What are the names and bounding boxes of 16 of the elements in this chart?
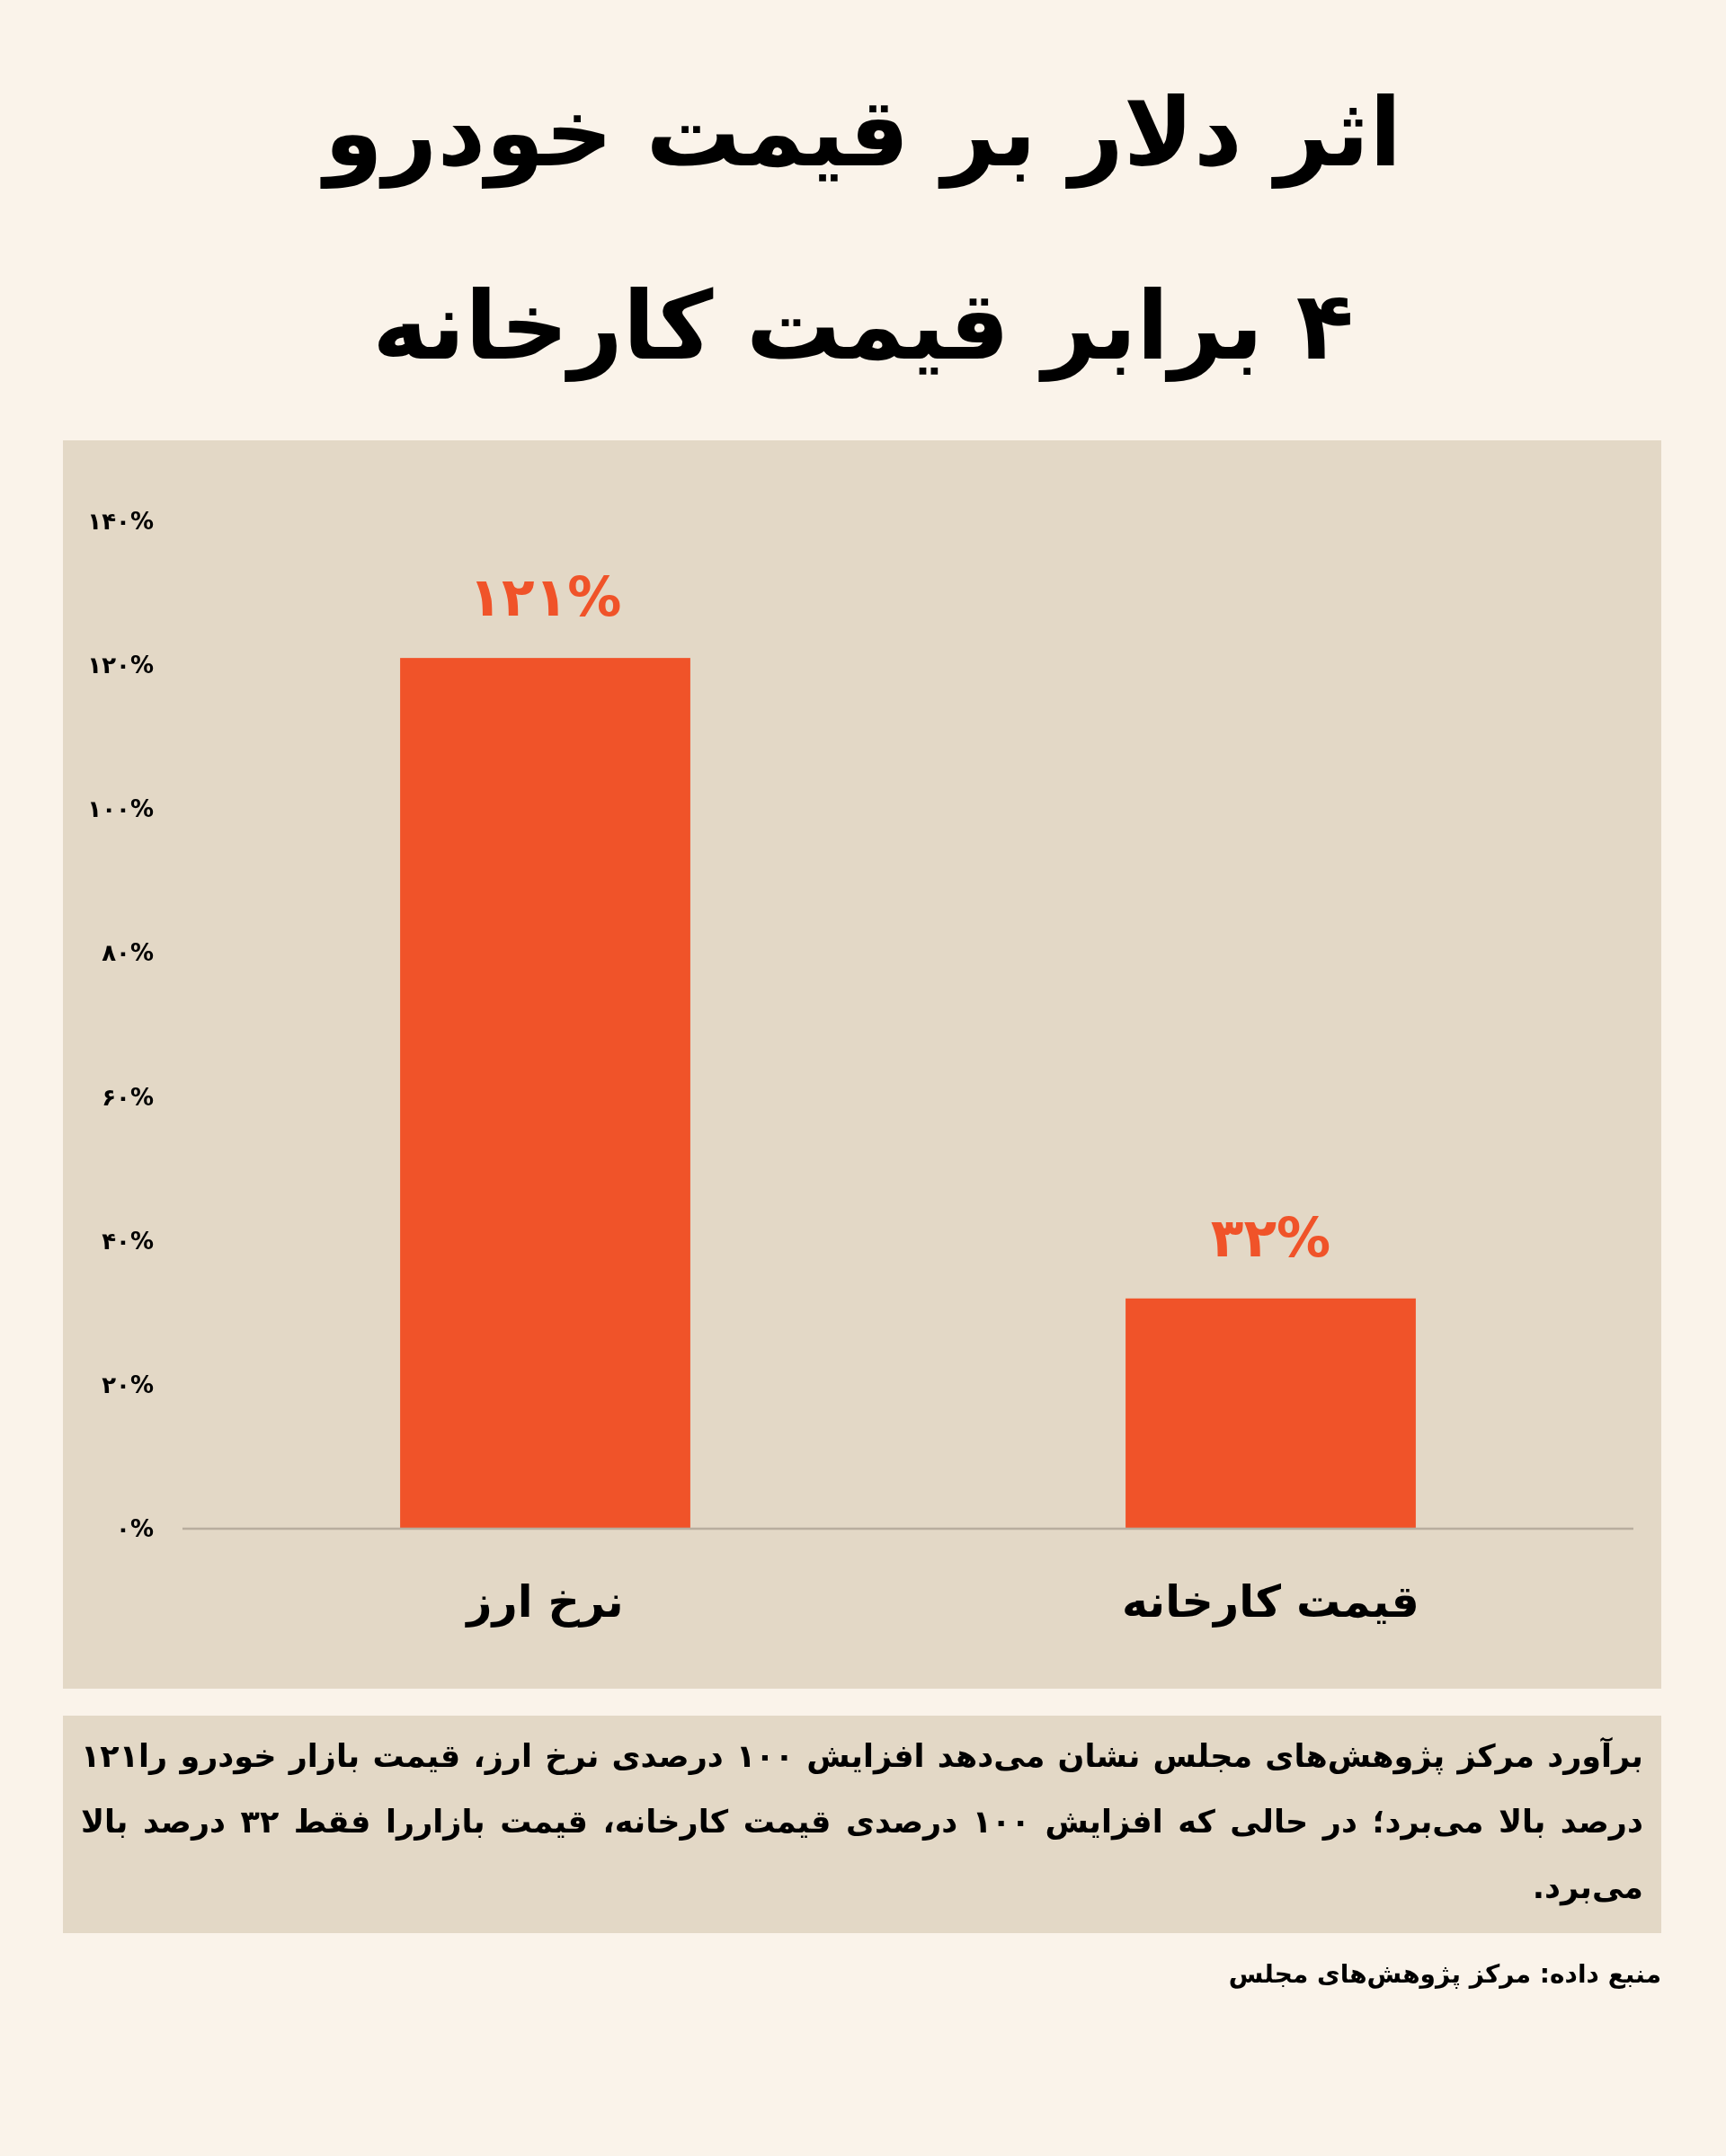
data-label: ۱۲۱% (468, 565, 622, 629)
y-tick-label: ۴۰% (102, 1227, 154, 1255)
y-tick-label: ۲۰% (102, 1371, 154, 1398)
x-tick-label: نرخ ارز (464, 1575, 624, 1628)
x-tick-label: قیمت کارخانه (1122, 1575, 1419, 1628)
y-tick-label: ۰% (116, 1515, 154, 1542)
chart-subtitle: ۴ برابر قیمت کارخانه (371, 271, 1355, 384)
y-tick-label: ۸۰% (102, 939, 154, 967)
y-tick-label: ۶۰% (102, 1083, 154, 1111)
y-tick-label: ۱۴۰% (87, 508, 154, 535)
text: برآورد مرکز پژوهش‌های مجلس نشان می‌دهد افزایش ۱۰۰ درصدی نرخ ارز، قیمت بازار خودرو را۱۲۱ درصد بالا می‌برد؛ در حالی که افزایش ۱۰۰ درصدی قیمت کارخانه، قیمت بازاررا فقط ۳۲ درصد بالا می‌برد. (63, 1716, 1661, 1933)
y-tick-label: ۱۰۰% (87, 795, 154, 823)
text: منبع داده: مرکز پژوهش‌های مجلس (1228, 1958, 1661, 1991)
chart-title: اثر دلار بر قیمت خودرو (319, 77, 1403, 191)
y-tick-label: ۱۲۰% (87, 652, 154, 679)
data-label: ۳۲% (1210, 1205, 1331, 1269)
